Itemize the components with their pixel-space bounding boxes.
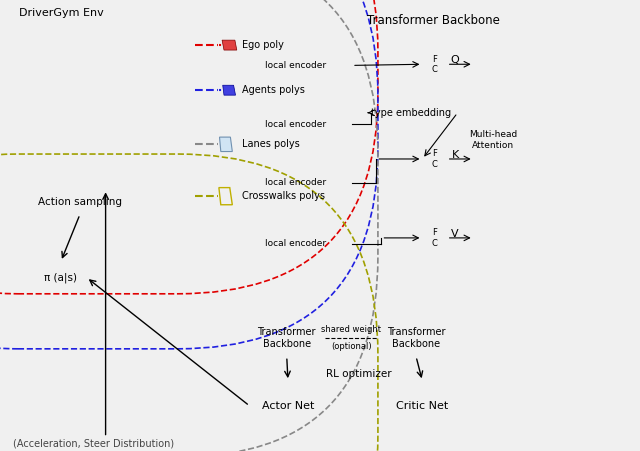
Text: F
C: F C	[431, 55, 438, 74]
Text: type embedding: type embedding	[371, 108, 451, 118]
Text: F
C: F C	[431, 228, 438, 248]
Text: RL optimizer: RL optimizer	[326, 369, 391, 379]
Bar	[10, 139, 207, 294]
Bar	[6, 134, 211, 299]
Text: Ego poly: Ego poly	[242, 40, 284, 50]
Bar	[67, 204, 80, 212]
Bar	[422, 223, 447, 253]
Bar	[342, 50, 344, 81]
Bar	[48, 183, 144, 250]
Bar	[342, 167, 344, 198]
Bar	[348, 108, 350, 140]
Bar	[0, 166, 186, 331]
FancyBboxPatch shape	[0, 0, 639, 381]
Text: Critic Net: Critic Net	[396, 401, 449, 411]
Text: local encoder: local encoder	[266, 61, 326, 70]
Bar	[346, 228, 348, 259]
Bar	[16, 29, 195, 435]
Bar	[48, 176, 61, 183]
Bar	[346, 108, 348, 140]
Bar	[99, 264, 157, 322]
Bar	[38, 340, 45, 352]
Bar	[81, 87, 92, 93]
Bar	[342, 228, 344, 259]
Bar	[131, 66, 144, 74]
Polygon shape	[222, 40, 237, 50]
Text: Lanes polys: Lanes polys	[242, 139, 300, 149]
Bar	[348, 50, 350, 81]
Text: Actor Net: Actor Net	[262, 401, 314, 411]
Text: (optional): (optional)	[331, 342, 372, 351]
Bar	[344, 167, 346, 198]
Bar	[0, 118, 134, 315]
Bar	[0, 171, 182, 325]
Bar	[348, 228, 350, 259]
Bar	[104, 93, 164, 159]
Bar	[0, 114, 140, 319]
FancyBboxPatch shape	[77, 20, 640, 451]
Text: Agents polys: Agents polys	[242, 85, 305, 95]
Bar	[344, 228, 346, 259]
FancyBboxPatch shape	[0, 0, 387, 451]
Bar	[150, 237, 163, 244]
Text: K: K	[451, 150, 459, 160]
Text: local encoder: local encoder	[266, 239, 326, 248]
Text: V: V	[451, 229, 459, 239]
Bar	[342, 108, 344, 140]
Text: Crosswalks polys: Crosswalks polys	[242, 191, 325, 201]
Ellipse shape	[58, 194, 109, 239]
Polygon shape	[220, 137, 232, 152]
FancyBboxPatch shape	[65, 0, 640, 426]
Text: shared weight: shared weight	[321, 325, 381, 334]
Bar	[31, 275, 39, 287]
Bar	[61, 119, 74, 126]
Bar	[32, 102, 237, 267]
Bar	[29, 147, 42, 155]
Ellipse shape	[62, 202, 130, 249]
Bar	[474, 14, 512, 266]
Text: Transformer
Backbone: Transformer Backbone	[387, 327, 445, 349]
Bar	[118, 277, 131, 285]
Ellipse shape	[84, 222, 121, 247]
Bar	[344, 50, 346, 81]
Text: Transformer Backbone: Transformer Backbone	[367, 14, 500, 27]
Bar	[29, 66, 42, 74]
Bar	[346, 167, 348, 198]
Bar	[348, 167, 350, 198]
Text: local encoder: local encoder	[266, 120, 326, 129]
Text: π (a|s): π (a|s)	[44, 272, 77, 283]
Bar	[38, 234, 45, 247]
Text: Transformer
Backbone: Transformer Backbone	[257, 327, 316, 349]
FancyBboxPatch shape	[0, 20, 625, 451]
Bar	[13, 91, 166, 288]
Bar	[163, 204, 176, 212]
FancyBboxPatch shape	[0, 0, 598, 451]
Bar	[39, 60, 204, 265]
Text: Q: Q	[451, 55, 460, 65]
Bar	[38, 372, 45, 385]
Bar	[346, 50, 348, 81]
Bar	[84, 185, 101, 198]
Bar	[422, 50, 447, 79]
Bar	[31, 202, 39, 214]
Bar	[99, 156, 112, 163]
Text: local encoder: local encoder	[266, 178, 326, 187]
FancyBboxPatch shape	[0, 0, 639, 440]
Text: Multi-head
Attention: Multi-head Attention	[468, 130, 517, 150]
Text: F
C: F C	[431, 149, 438, 169]
Polygon shape	[223, 85, 236, 95]
Bar	[42, 95, 54, 101]
Bar	[7, 87, 172, 292]
Bar	[422, 144, 447, 174]
Text: Action sampling: Action sampling	[38, 197, 122, 207]
Bar	[344, 108, 346, 140]
Text: (Acceleration, Steer Distribution): (Acceleration, Steer Distribution)	[13, 439, 174, 449]
Bar	[138, 310, 150, 317]
Text: DriverGym Env: DriverGym Env	[19, 8, 104, 18]
Bar	[38, 307, 45, 320]
